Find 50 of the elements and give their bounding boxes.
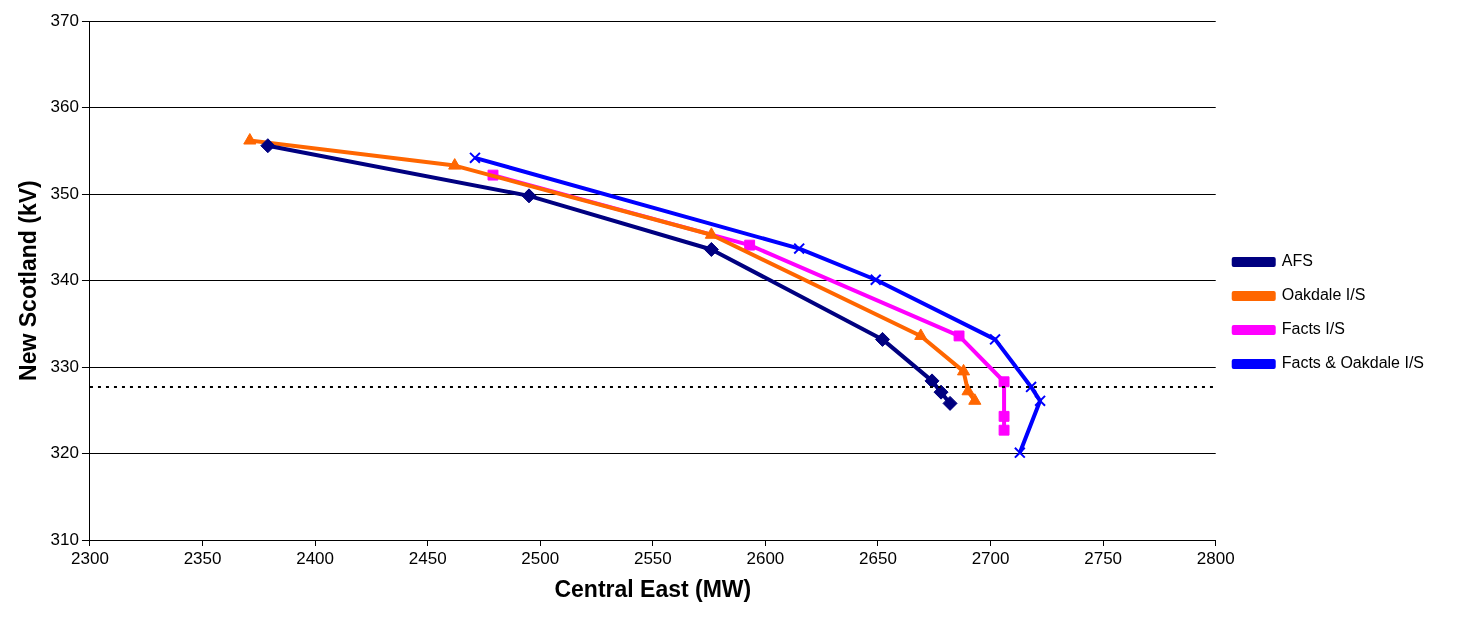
y-tick-label: 360	[50, 97, 79, 117]
x-tick-label: 2450	[408, 548, 447, 568]
point	[968, 393, 982, 405]
point	[956, 363, 971, 376]
x-tick-label: 2500	[521, 548, 560, 568]
point	[875, 331, 890, 347]
point	[703, 241, 719, 257]
y-tick-label: 320	[50, 443, 79, 463]
x-tick-label: 2650	[859, 548, 897, 568]
point	[961, 383, 975, 396]
legend-label: Facts & Oakdale I/S	[1281, 354, 1424, 372]
x-tick-label: 2300	[71, 548, 109, 568]
point	[1013, 446, 1026, 459]
x-tick-label: 2700	[971, 548, 1010, 568]
point	[260, 138, 276, 154]
legend-label: Facts I/S	[1281, 320, 1345, 338]
point	[704, 227, 718, 239]
point	[243, 133, 257, 145]
point	[924, 373, 940, 389]
point	[793, 242, 806, 255]
point	[998, 376, 1010, 388]
point	[914, 328, 928, 340]
legend-label: AFS	[1281, 252, 1313, 270]
x-axis-title: Central East (MW)	[554, 575, 752, 602]
point	[469, 151, 481, 164]
legend-label: Oakdale I/S	[1281, 286, 1366, 304]
point	[933, 384, 949, 400]
y-tick-label: 340	[50, 270, 79, 290]
point	[521, 188, 537, 204]
point	[989, 333, 1002, 346]
y-tick-label: 330	[50, 356, 79, 376]
x-tick-label: 2550	[633, 548, 672, 568]
point	[448, 158, 462, 170]
point	[869, 273, 882, 286]
y-tick-label: 350	[50, 183, 79, 203]
point	[998, 424, 1010, 436]
point	[953, 330, 965, 342]
point	[998, 410, 1010, 422]
x-tick-label: 2750	[1084, 548, 1123, 568]
x-tick-label: 2400	[296, 548, 335, 568]
point	[744, 239, 756, 251]
x-tick-label: 2600	[746, 548, 785, 568]
y-tick-label: 370	[50, 10, 79, 30]
point	[942, 395, 958, 411]
y-axis-title: New Scotland (kV)	[15, 180, 42, 381]
point	[1025, 381, 1038, 393]
point	[1034, 394, 1047, 407]
x-tick-label: 2800	[1196, 548, 1235, 568]
x-tick-label: 2350	[183, 548, 222, 568]
y-tick-label: 310	[50, 529, 79, 549]
